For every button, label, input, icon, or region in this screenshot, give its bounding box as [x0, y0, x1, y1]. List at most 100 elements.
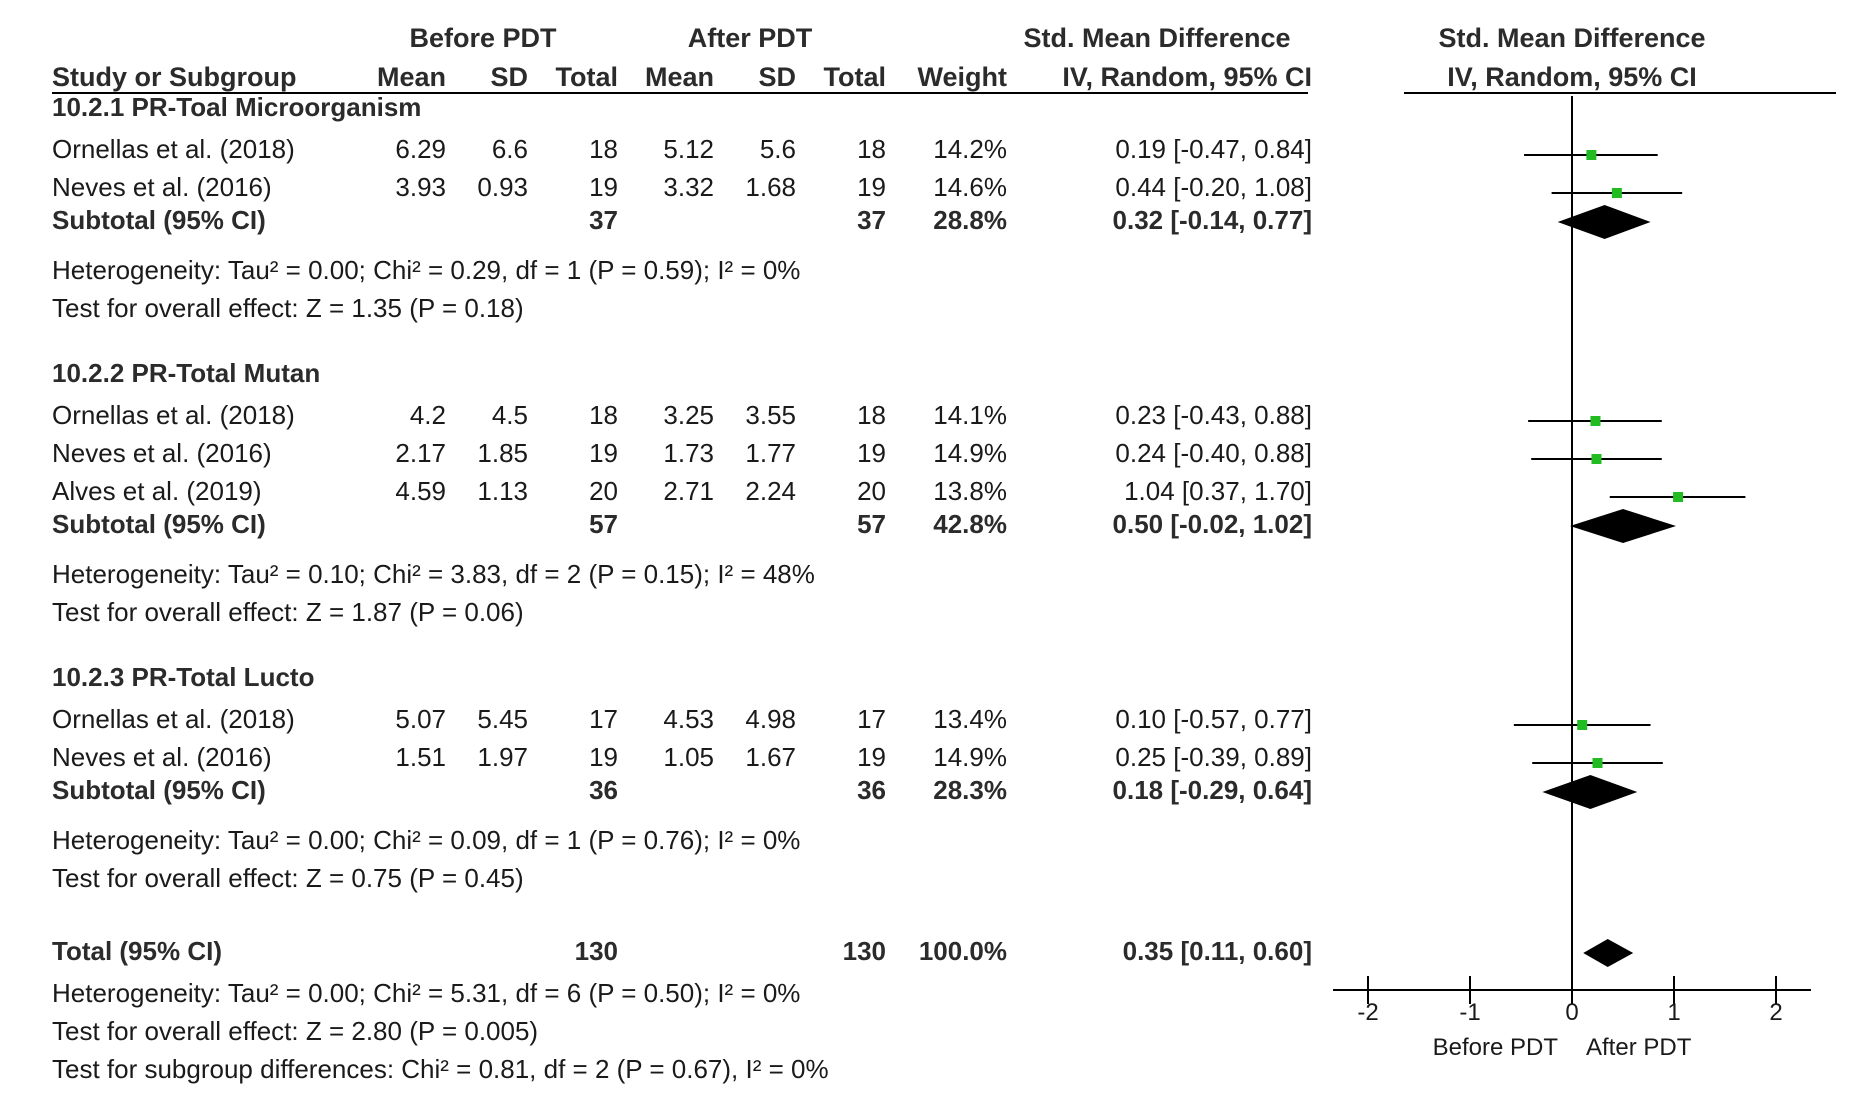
study-m2: 3.25: [663, 400, 714, 430]
study-point: [1591, 454, 1602, 464]
header-total2: Total: [824, 62, 887, 92]
header-total1: Total: [556, 62, 619, 92]
heterogeneity-text: Heterogeneity: Tau² = 0.00; Chi² = 0.29,…: [52, 255, 800, 285]
header-group2: After PDT: [688, 23, 813, 53]
study-m2: 1.73: [663, 438, 714, 468]
study-n1: 19: [589, 742, 618, 772]
x-tick-label: -2: [1357, 999, 1378, 1026]
study-sd2: 4.98: [745, 704, 796, 734]
x-tick-label: -1: [1459, 999, 1480, 1026]
study-sd1: 4.5: [492, 400, 528, 430]
study-m2: 5.12: [663, 134, 714, 164]
study-name: Neves et al. (2016): [52, 742, 272, 772]
study-ci: 0.23 [-0.43, 0.88]: [1115, 400, 1312, 430]
study-sd2: 1.67: [745, 742, 796, 772]
study-name: Neves et al. (2016): [52, 172, 272, 202]
study-m1: 3.93: [395, 172, 446, 202]
study-ci: 0.25 [-0.39, 0.89]: [1115, 742, 1312, 772]
study-n2: 18: [857, 134, 886, 164]
subtotal-label: Subtotal (95% CI): [52, 205, 266, 235]
subtotal-n1: 36: [589, 775, 618, 805]
study-n1: 19: [589, 438, 618, 468]
footer-text: Test for subgroup differences: Chi² = 0.…: [52, 1054, 829, 1084]
subtotal-ci: 0.18 [-0.29, 0.64]: [1113, 775, 1312, 805]
total-weight: 100.0%: [919, 936, 1007, 966]
subtotal-n1: 57: [589, 509, 618, 539]
study-m1: 4.59: [395, 476, 446, 506]
header-smd-method-plot: IV, Random, 95% CI: [1447, 62, 1697, 92]
subtotal-weight: 42.8%: [933, 509, 1007, 539]
x-tick-label: 1: [1667, 999, 1680, 1026]
study-m2: 2.71: [663, 476, 714, 506]
total-label: Total (95% CI): [52, 936, 222, 966]
header-mean2: Mean: [645, 62, 714, 92]
study-n1: 19: [589, 172, 618, 202]
x-tick-label: 2: [1769, 999, 1782, 1026]
subgroup-title: 10.2.3 PR-Total Lucto: [52, 662, 314, 692]
header-weight: Weight: [918, 62, 1008, 92]
study-sd1: 1.85: [477, 438, 528, 468]
favours-left-label: Before PDT: [1433, 1034, 1559, 1061]
study-sd1: 5.45: [477, 704, 528, 734]
overall-effect-text: Test for overall effect: Z = 1.35 (P = 0…: [52, 293, 524, 323]
header-group1: Before PDT: [409, 23, 557, 53]
study-point: [1577, 720, 1588, 730]
subtotal-diamond: [1542, 775, 1638, 809]
x-tick-label: 0: [1565, 999, 1578, 1026]
study-m2: 1.05: [663, 742, 714, 772]
overall-effect-text: Test for overall effect: Z = 1.87 (P = 0…: [52, 597, 524, 627]
total-diamond: [1583, 939, 1634, 967]
study-ci: 0.44 [-0.20, 1.08]: [1115, 172, 1312, 202]
study-n1: 18: [589, 400, 618, 430]
subtotal-label: Subtotal (95% CI): [52, 775, 266, 805]
study-point: [1611, 188, 1622, 198]
study-n2: 19: [857, 742, 886, 772]
study-weight: 13.8%: [933, 476, 1007, 506]
study-sd2: 1.68: [745, 172, 796, 202]
subgroup-title: 10.2.1 PR-Toal Microorganism: [52, 92, 421, 122]
study-n1: 18: [589, 134, 618, 164]
study-weight: 14.9%: [933, 742, 1007, 772]
header-smd-table: Std. Mean Difference: [1023, 23, 1290, 53]
study-n2: 17: [857, 704, 886, 734]
study-point: [1590, 416, 1601, 426]
study-name: Ornellas et al. (2018): [52, 134, 295, 164]
subtotal-n2: 36: [857, 775, 886, 805]
study-ci: 0.24 [-0.40, 0.88]: [1115, 438, 1312, 468]
study-point: [1673, 492, 1684, 502]
subtotal-n2: 37: [857, 205, 886, 235]
subtotal-diamond: [1569, 509, 1677, 543]
study-m1: 4.2: [410, 400, 446, 430]
study-weight: 14.6%: [933, 172, 1007, 202]
favours-right-label: After PDT: [1586, 1034, 1692, 1061]
study-sd1: 1.97: [477, 742, 528, 772]
total-n1: 130: [575, 936, 618, 966]
study-sd2: 3.55: [745, 400, 796, 430]
study-weight: 14.1%: [933, 400, 1007, 430]
total-n2: 130: [843, 936, 886, 966]
subtotal-diamond: [1557, 205, 1651, 239]
study-name: Neves et al. (2016): [52, 438, 272, 468]
study-n2: 19: [857, 438, 886, 468]
subtotal-ci: 0.32 [-0.14, 0.77]: [1113, 205, 1312, 235]
study-weight: 14.9%: [933, 438, 1007, 468]
subtotal-n2: 57: [857, 509, 886, 539]
header-sd2: SD: [758, 62, 796, 92]
study-weight: 14.2%: [933, 134, 1007, 164]
study-sd2: 2.24: [745, 476, 796, 506]
subtotal-label: Subtotal (95% CI): [52, 509, 266, 539]
study-m1: 6.29: [395, 134, 446, 164]
study-m1: 5.07: [395, 704, 446, 734]
subtotal-weight: 28.8%: [933, 205, 1007, 235]
footer-text: Test for overall effect: Z = 2.80 (P = 0…: [52, 1016, 538, 1046]
heterogeneity-text: Heterogeneity: Tau² = 0.10; Chi² = 3.83,…: [52, 559, 815, 589]
header-smd-plot: Std. Mean Difference: [1438, 23, 1705, 53]
total-ci: 0.35 [0.11, 0.60]: [1123, 936, 1312, 966]
study-n2: 19: [857, 172, 886, 202]
header-smd-method-table: IV, Random, 95% CI: [1062, 62, 1312, 92]
subgroup-title: 10.2.2 PR-Total Mutan: [52, 358, 320, 388]
study-m2: 4.53: [663, 704, 714, 734]
subtotal-weight: 28.3%: [933, 775, 1007, 805]
footer-text: Heterogeneity: Tau² = 0.00; Chi² = 5.31,…: [52, 978, 800, 1008]
